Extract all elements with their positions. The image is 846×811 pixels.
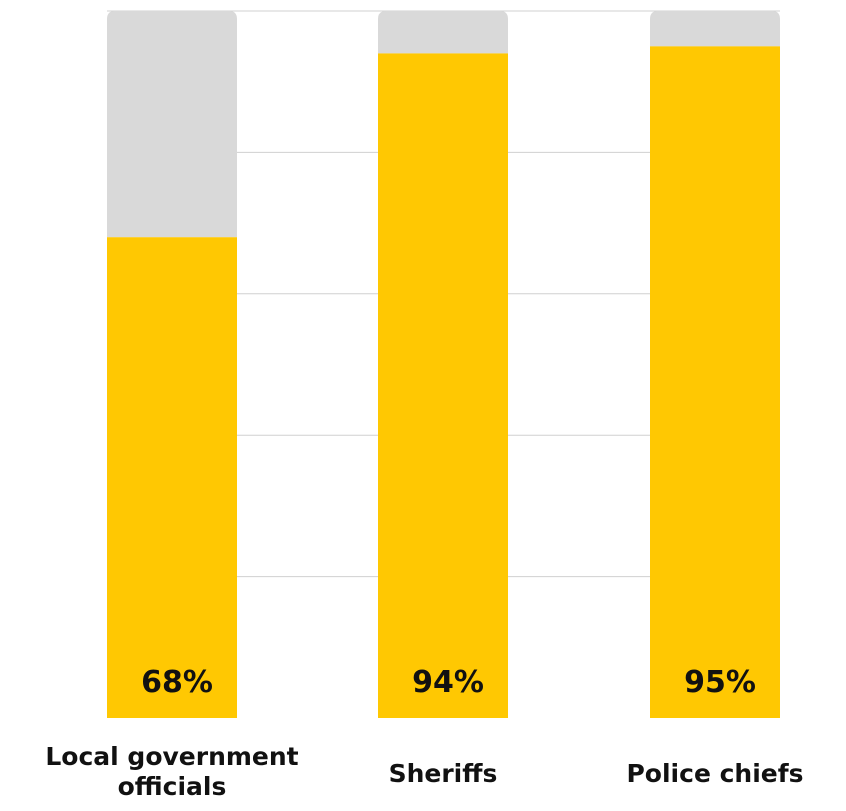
remainder-bar-police-chiefs (650, 11, 780, 47)
value-bar-police-chiefs (650, 46, 780, 719)
bars (107, 11, 780, 719)
remainder-bar-local-government-officials (107, 11, 237, 238)
category-label-sheriffs: Sheriffs (389, 759, 498, 788)
value-label-police-chiefs: 95% (684, 665, 756, 700)
category-label-line: officials (118, 772, 227, 801)
value-label-sheriffs: 94% (412, 665, 484, 700)
category-label-local-government-officials: Local government officials (45, 742, 298, 801)
category-label-police-chiefs: Police chiefs (626, 759, 803, 788)
category-label-line: Police chiefs (626, 759, 803, 788)
category-label-line: Sheriffs (389, 759, 498, 788)
value-label-local-government-officials: 68% (141, 665, 213, 700)
value-labels: 68% 94% 95% (141, 665, 756, 700)
remainder-bar-sheriffs (378, 11, 508, 54)
category-labels: Local government officials Sheriffs Police … (45, 742, 803, 801)
category-label-line: Local government (45, 742, 298, 771)
value-bar-sheriffs (378, 53, 508, 719)
value-bar-local-government-officials (107, 237, 237, 719)
